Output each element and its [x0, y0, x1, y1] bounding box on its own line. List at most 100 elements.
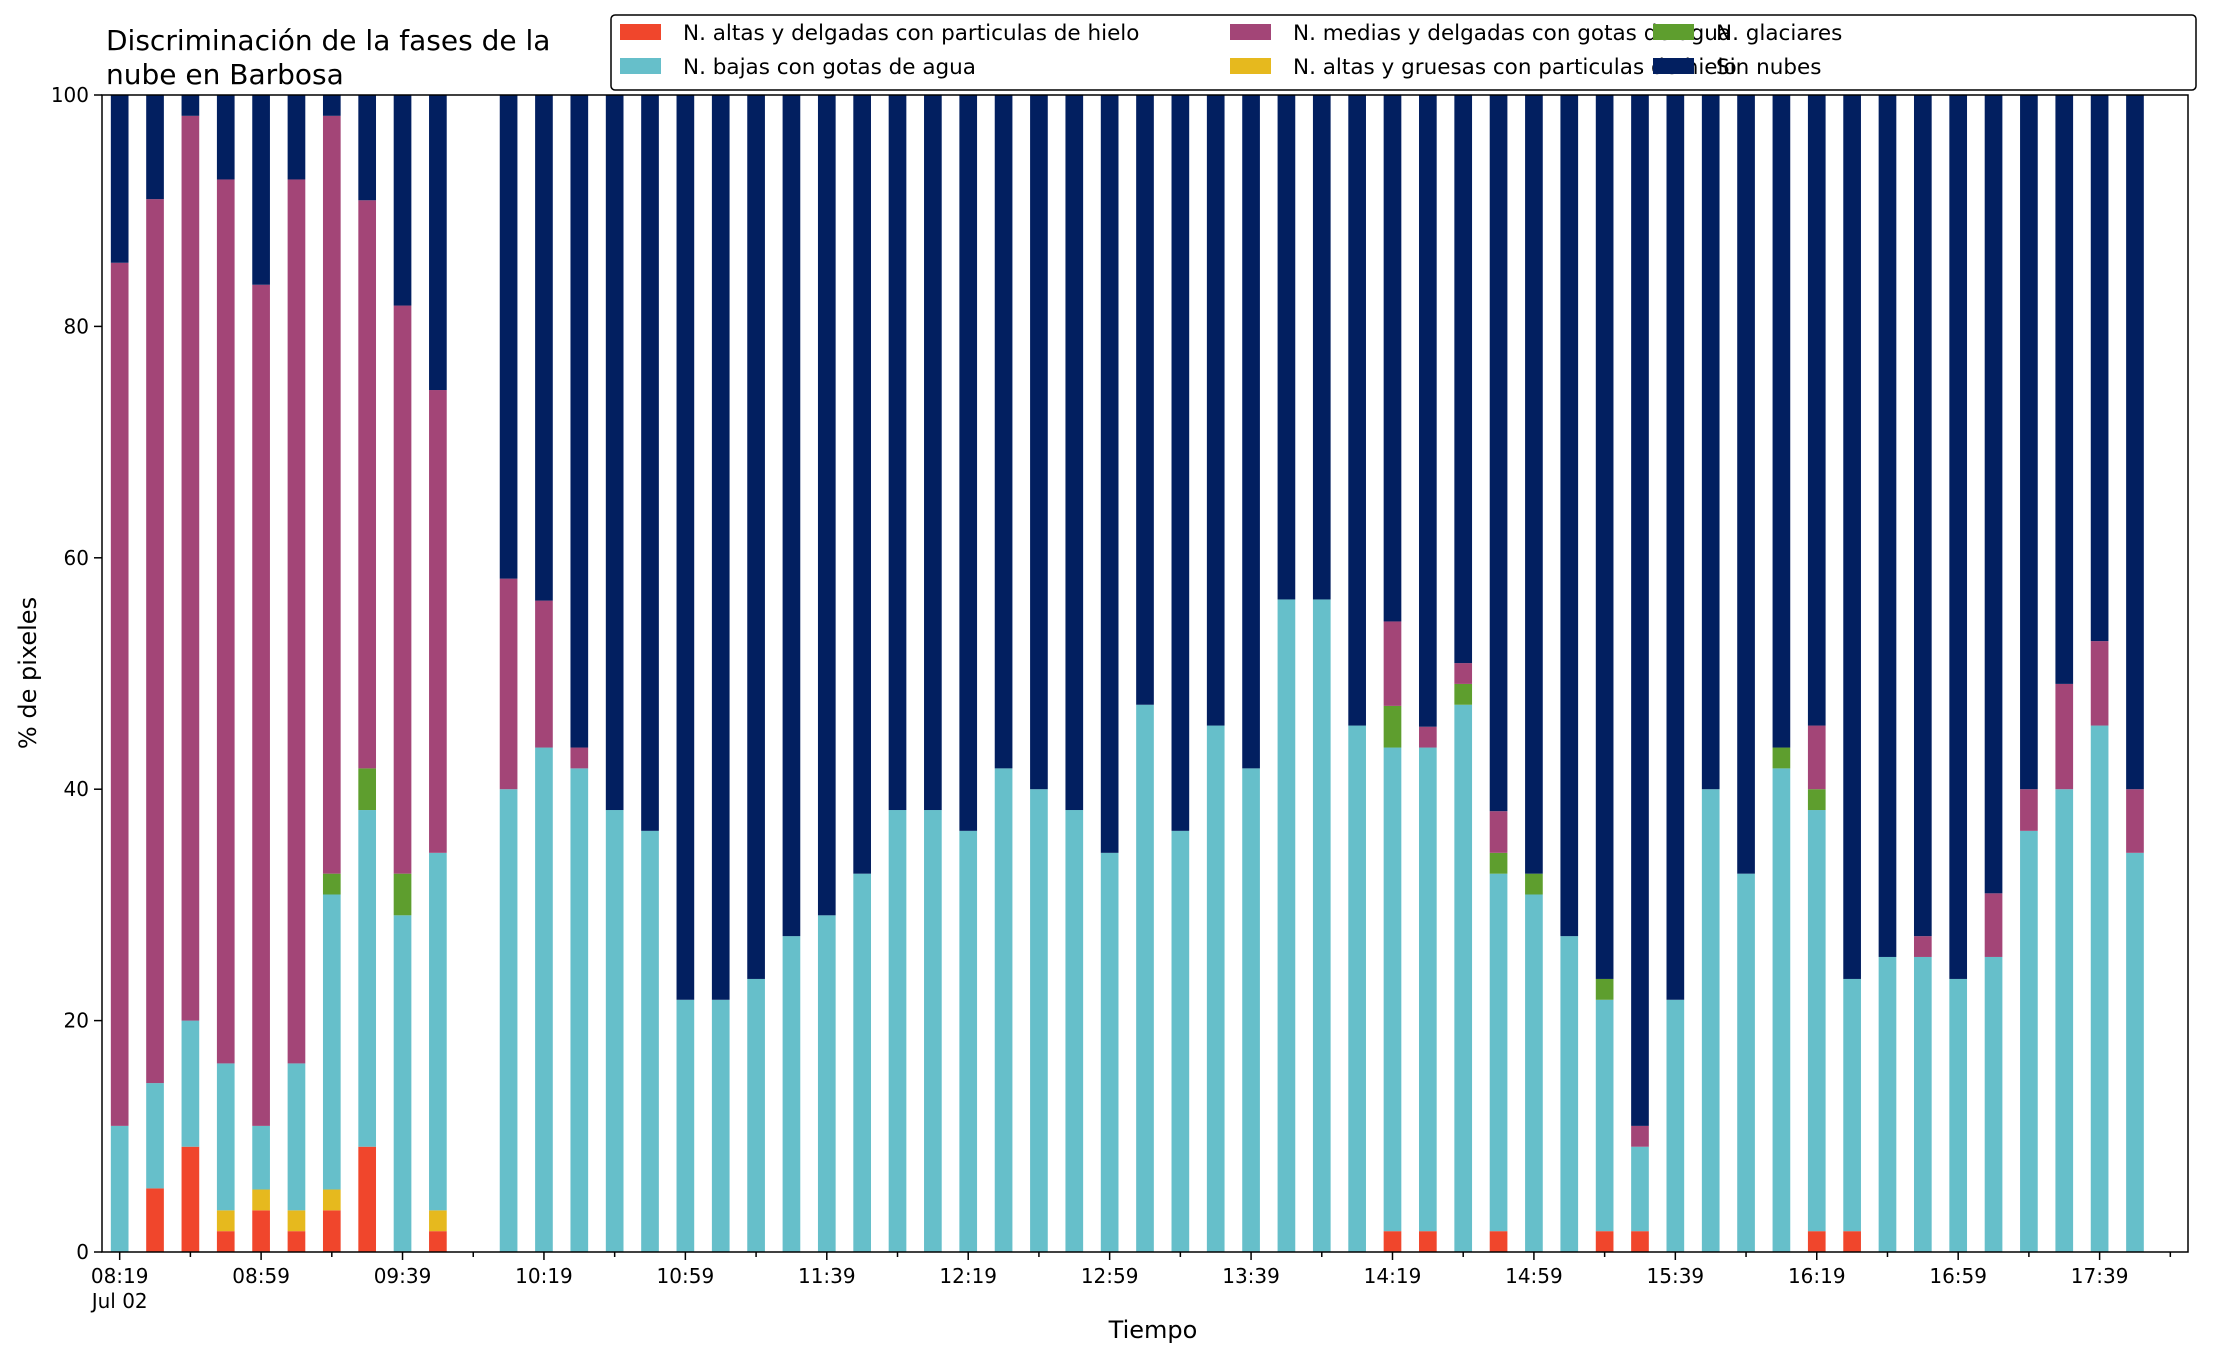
x-axis-label: Tiempo — [1108, 1316, 1198, 1344]
bar-segment-1059-s2 — [676, 999, 695, 1252]
bar-segment-1749-s5 — [2126, 95, 2144, 790]
x-tick-label-1739: 17:39 — [2071, 1264, 2129, 1288]
bar-segment-1109-s2 — [711, 999, 730, 1252]
bar-segment-1519-s0 — [1595, 1231, 1614, 1252]
x-date-label: Jul 02 — [90, 1289, 148, 1313]
bar-segment-1439-s2 — [1454, 704, 1473, 1252]
bar-segment-0949-s1 — [429, 1210, 447, 1232]
bar-segment-1019-s5 — [535, 95, 553, 601]
legend-swatch-5 — [1653, 58, 1694, 74]
bar-segment-1449-s5 — [1489, 95, 1508, 812]
y-tick-label-20: 20 — [64, 1009, 89, 1033]
bar-segment-0909-s4 — [287, 179, 306, 1064]
bar-segment-0849-s1 — [216, 1210, 235, 1232]
bar-segment-1059-s5 — [676, 95, 695, 1000]
bar-segment-1749-s4 — [2126, 789, 2144, 853]
bar-segment-0859-s2 — [252, 1125, 270, 1190]
bar-segment-1049-s2 — [641, 830, 659, 1252]
bar-segment-1449-s0 — [1489, 1231, 1508, 1252]
bar-segment-1649-s2 — [1913, 956, 1932, 1252]
y-axis: 0 20 40 60 80 100 — [51, 83, 102, 1264]
bar-segment-1339-s2 — [1242, 768, 1260, 1252]
bar-segment-1549-s5 — [1701, 95, 1720, 790]
x-tick-label-1059: 10:59 — [657, 1264, 715, 1288]
bar-segment-1659-s2 — [1949, 978, 1968, 1252]
bar-segment-1109-s5 — [711, 95, 730, 1000]
x-tick-label-1339: 13:39 — [1222, 1264, 1280, 1288]
bar-segment-0829-s0 — [146, 1188, 164, 1252]
bar-segment-1639-s2 — [1878, 956, 1897, 1252]
bar-segment-1149-s5 — [853, 95, 871, 874]
bar-segment-0939-s2 — [393, 915, 412, 1252]
bar-segment-0859-s0 — [252, 1210, 270, 1252]
x-tick-label-1219: 12:19 — [939, 1264, 997, 1288]
bar-segment-0919-s4 — [322, 115, 341, 874]
bar-segment-0849-s2 — [216, 1063, 235, 1211]
bar-segment-0919-s2 — [322, 894, 341, 1190]
x-tick-label-0939: 09:39 — [374, 1264, 432, 1288]
bar-segment-1559-s5 — [1737, 95, 1755, 874]
bar-segment-1119-s2 — [747, 978, 765, 1252]
bar-segment-1259-s5 — [1100, 95, 1119, 853]
bar-segment-1429-s4 — [1419, 726, 1437, 748]
y-tick-label-60: 60 — [64, 546, 89, 570]
bar-segment-0829-s5 — [146, 95, 164, 200]
bar-segment-1519-s2 — [1595, 999, 1614, 1232]
bar-segment-0919-s0 — [322, 1210, 341, 1252]
bar-segment-1529-s4 — [1631, 1125, 1649, 1147]
bar-segment-1519-s5 — [1595, 95, 1614, 979]
bar-segment-1419-s4 — [1383, 621, 1402, 706]
bar-segment-1039-s2 — [605, 810, 624, 1252]
legend-label-5: Sin nubes — [1716, 55, 1821, 80]
bar-segment-1719-s5 — [2020, 95, 2038, 790]
bar-segment-1419-s2 — [1383, 747, 1402, 1232]
bar-segment-1619-s3 — [1807, 789, 1826, 811]
bar-segment-1739-s4 — [2090, 641, 2109, 726]
bar-segment-1449-s4 — [1489, 811, 1508, 853]
bar-segment-0849-s0 — [216, 1231, 235, 1252]
plot-frame — [101, 94, 2189, 1253]
bar-segment-1239-s2 — [1030, 789, 1048, 1252]
legend-swatch-4 — [1230, 24, 1271, 40]
y-tick-label-0: 0 — [76, 1240, 89, 1264]
bar-segment-1329-s2 — [1206, 725, 1225, 1252]
bar-segment-1449-s3 — [1489, 852, 1508, 874]
bar-segment-1219-s5 — [959, 95, 978, 831]
bar-segment-1159-s5 — [888, 95, 907, 811]
bar-segment-1619-s0 — [1807, 1231, 1826, 1252]
bar-segment-1429-s0 — [1419, 1231, 1437, 1252]
bar-segment-0819-s5 — [110, 95, 129, 263]
bar-segment-1139-s2 — [817, 915, 836, 1252]
bar-segment-1429-s5 — [1419, 95, 1437, 727]
bar-segment-0929-s0 — [358, 1146, 377, 1252]
bar-segment-0919-s3 — [322, 873, 341, 895]
bar-segment-1009-s5 — [499, 95, 518, 579]
y-tick-label-80: 80 — [64, 314, 89, 338]
bar-segment-1549-s2 — [1701, 789, 1720, 1252]
x-tick-label-1139: 11:39 — [798, 1264, 856, 1288]
bar-segment-1729-s2 — [2055, 789, 2074, 1252]
bar-segment-1349-s5 — [1277, 95, 1296, 600]
bar-segment-0829-s4 — [146, 199, 164, 1084]
x-tick-label-1019: 10:19 — [515, 1264, 573, 1288]
bar-segment-1609-s5 — [1772, 95, 1791, 748]
bar-segment-1009-s2 — [499, 789, 518, 1252]
bar-segment-1339-s5 — [1242, 95, 1260, 769]
bar-segment-1709-s4 — [1984, 893, 2003, 957]
bar-segment-0909-s1 — [287, 1210, 306, 1232]
bar-segment-0929-s4 — [358, 200, 377, 769]
x-tick-label-1619: 16:19 — [1788, 1264, 1846, 1288]
bar-segment-0819-s2 — [110, 1125, 129, 1252]
bar-segment-1149-s2 — [853, 873, 871, 1252]
legend-label-0: N. altas y delgadas con particulas de hi… — [683, 21, 1139, 46]
bar-segment-1729-s5 — [2055, 95, 2074, 684]
bar-segment-1739-s5 — [2090, 95, 2109, 642]
bar-segment-1509-s5 — [1560, 95, 1579, 937]
bar-segment-0849-s5 — [216, 95, 235, 180]
bar-segment-1609-s3 — [1772, 747, 1791, 769]
bar-segment-1039-s5 — [605, 95, 624, 811]
bar-segment-0859-s4 — [252, 284, 270, 1126]
bar-segment-1119-s5 — [747, 95, 765, 979]
bars-layer — [110, 95, 2144, 1252]
